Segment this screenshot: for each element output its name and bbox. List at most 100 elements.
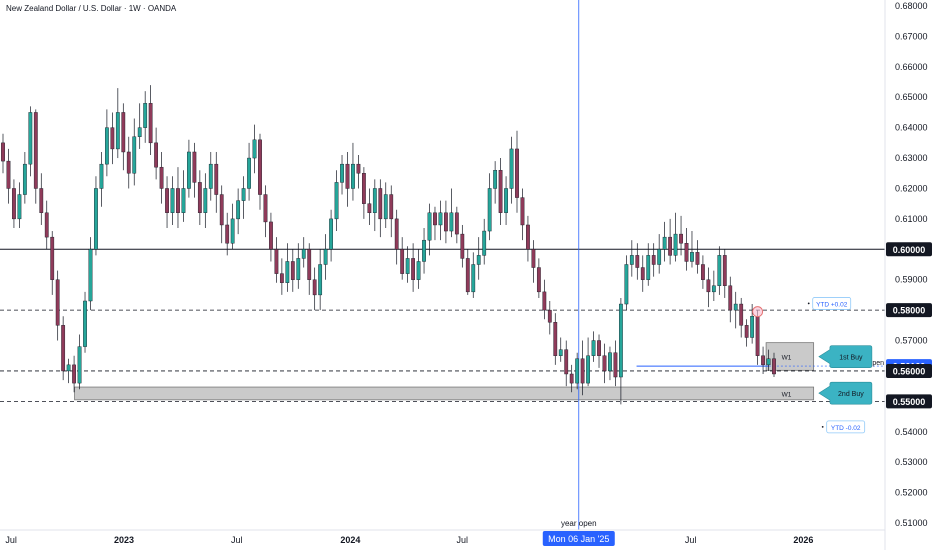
candle-body (159, 166, 164, 189)
y-tick-label: 0.62000 (895, 183, 928, 193)
candle (367, 188, 372, 225)
y-tick-label: 0.68000 (895, 1, 928, 11)
candle (558, 337, 563, 362)
candle (580, 340, 585, 396)
candle (361, 167, 366, 219)
candle-body (83, 300, 87, 347)
candle (33, 109, 38, 204)
candle-body (400, 249, 405, 274)
candle (351, 142, 355, 201)
time-marker-box (542, 531, 615, 546)
candle (356, 155, 361, 189)
candle-body (372, 188, 377, 213)
candle (247, 142, 251, 201)
candle (651, 243, 656, 277)
candle-body (608, 352, 612, 372)
y-tick-label: 0.66000 (895, 62, 928, 72)
candle-body (50, 236, 55, 280)
candle-body (28, 112, 33, 165)
candle (722, 249, 727, 298)
zone-label: W1 (782, 391, 792, 398)
candle (575, 352, 580, 390)
candle-body (115, 112, 120, 150)
candle (154, 127, 159, 180)
candle-body (438, 212, 443, 226)
candle (50, 231, 55, 295)
candle (657, 234, 662, 274)
candle (618, 297, 623, 405)
candle (345, 151, 350, 207)
x-tick-label: Jul (231, 535, 243, 545)
candle-body (1, 142, 5, 162)
candle-body (394, 218, 399, 250)
candle (553, 313, 558, 365)
candle-body (597, 340, 601, 356)
y-tick-label: 0.63000 (895, 153, 928, 163)
candle-body (296, 258, 301, 280)
candle (99, 151, 104, 207)
candle (460, 224, 465, 268)
candle (214, 151, 219, 213)
candle-body (460, 233, 465, 259)
candle (61, 316, 66, 381)
candle (1, 133, 5, 174)
candle (301, 237, 306, 268)
candle-body (701, 264, 705, 280)
candle-body (465, 258, 470, 293)
x-tick-label: 2026 (793, 535, 813, 545)
candle-body (662, 236, 667, 250)
candle (72, 355, 76, 393)
candle-body (613, 352, 618, 378)
candle-body (197, 182, 202, 213)
candle-body (624, 264, 629, 305)
candle-body (427, 212, 432, 241)
candle (307, 243, 312, 295)
ytd-box (812, 297, 852, 310)
candle (296, 243, 301, 289)
candle (6, 148, 11, 204)
candle-body (515, 148, 519, 198)
candle (159, 151, 164, 204)
candle-body (471, 264, 476, 293)
candle-body (312, 279, 317, 296)
ytd-label: YTD -0.02 (831, 425, 861, 432)
candle-body (208, 163, 213, 189)
candle-body (61, 325, 66, 372)
ytd-box (826, 420, 866, 434)
candle (613, 340, 618, 387)
candle (225, 212, 230, 256)
candle-body (258, 139, 262, 195)
candle (39, 173, 44, 225)
candle-body (307, 249, 312, 280)
highlight-circle (752, 306, 764, 318)
candle (438, 200, 443, 241)
candle-body (77, 346, 82, 384)
candle-body (531, 249, 536, 268)
callout-bubble (818, 345, 873, 368)
candle-body (192, 151, 197, 183)
candle-body (225, 224, 230, 244)
candle-body (323, 249, 328, 265)
candle-body (121, 112, 126, 153)
candle-body (520, 197, 525, 226)
candle-body (334, 182, 339, 220)
candle (744, 319, 749, 347)
candle-body (679, 233, 683, 244)
candle (444, 200, 448, 244)
y-tick-label: 0.53000 (895, 457, 928, 467)
candle-body (509, 148, 514, 189)
candle-body (564, 349, 569, 375)
candle (241, 176, 246, 219)
candle-body (416, 261, 421, 280)
candle-body (553, 322, 558, 356)
candle-body (44, 212, 49, 238)
candle (728, 276, 733, 323)
candle (378, 179, 383, 238)
candle-body (378, 188, 383, 220)
y-tick-label: 0.67000 (895, 31, 928, 41)
candle (750, 304, 755, 344)
x-tick-label: 2024 (340, 535, 360, 545)
y-tick-label: 0.57000 (895, 336, 928, 346)
